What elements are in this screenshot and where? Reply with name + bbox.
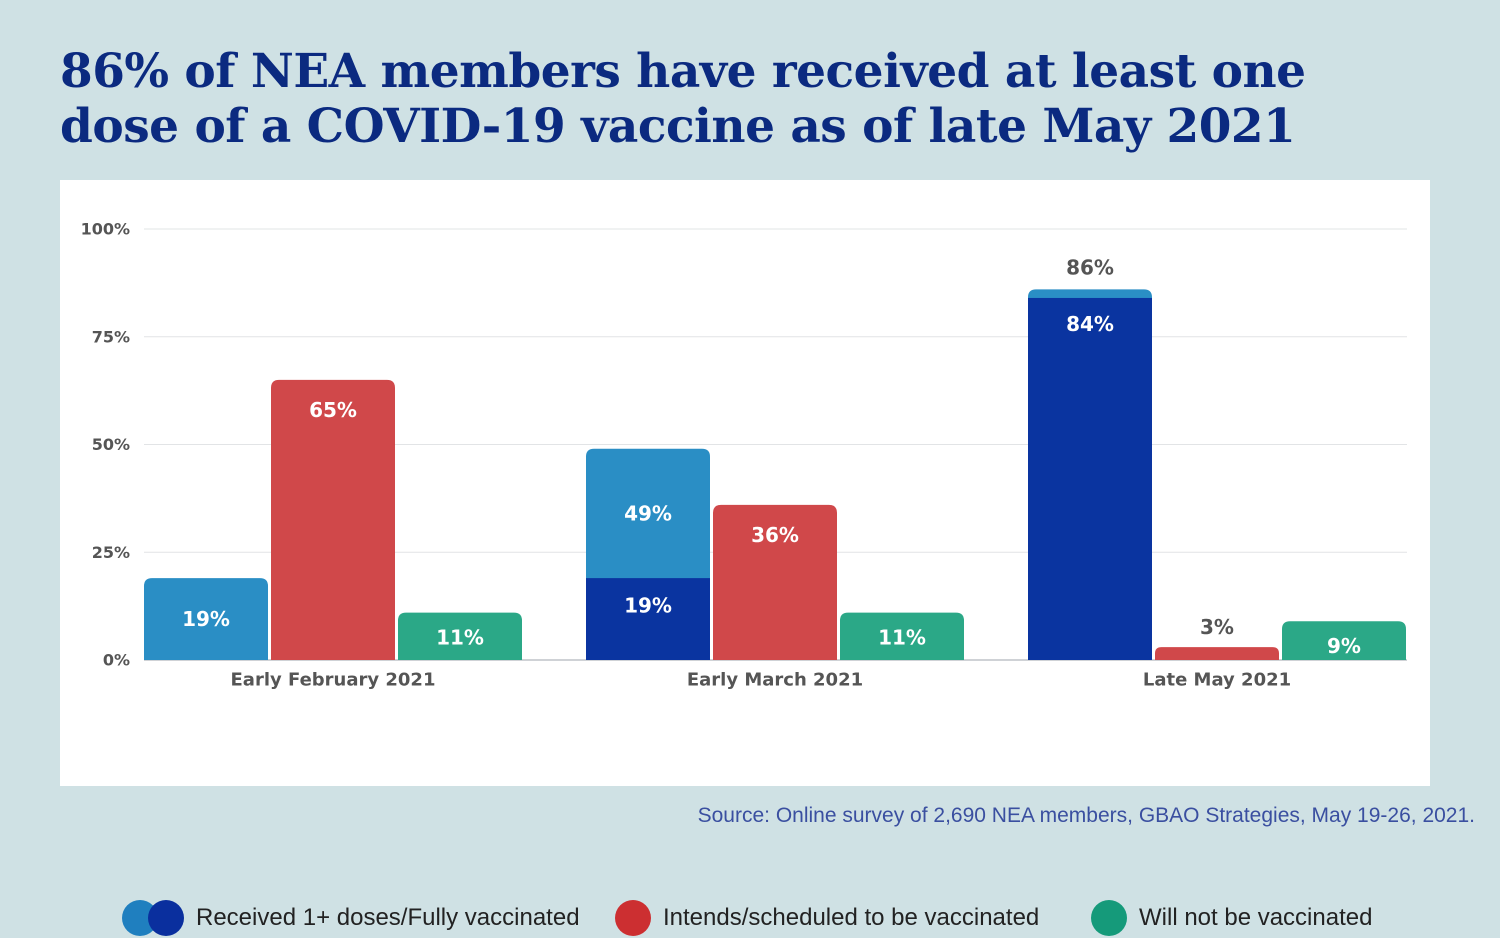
bar-will-not — [1282, 621, 1406, 660]
data-label-received: 49% — [624, 501, 672, 525]
data-label-fully-vaccinated: 84% — [1066, 312, 1114, 336]
legend-label-received: Received 1+ doses/Fully vaccinated — [196, 904, 580, 931]
legend-dot-fully-vaccinated — [148, 900, 184, 936]
data-label-intends: 36% — [751, 523, 799, 547]
bar-chart: 0%25%50%75%100%19%65%11%Early February 2… — [81, 220, 1407, 691]
y-tick-label: 0% — [103, 651, 130, 670]
bar-will-not — [840, 612, 964, 660]
y-tick-label: 50% — [92, 435, 130, 454]
bar-will-not — [398, 612, 522, 660]
y-tick-label: 25% — [92, 543, 130, 562]
x-category-label: Late May 2021 — [1143, 670, 1291, 691]
source-note: Source: Online survey of 2,690 NEA membe… — [697, 804, 1475, 827]
bar-fully-vaccinated — [586, 578, 710, 660]
bar-fully-vaccinated — [1028, 297, 1152, 660]
data-label-will-not: 11% — [436, 626, 484, 650]
bar-intends — [713, 504, 837, 660]
data-label-fully-vaccinated: 19% — [624, 593, 672, 617]
legend-label-will-not: Will not be vaccinated — [1139, 904, 1373, 931]
legend-item-intends: Intends/scheduled to be vaccinated — [615, 898, 1039, 938]
legend-dot-intends — [615, 900, 651, 936]
bar-received — [144, 578, 268, 660]
bar-intends — [1155, 647, 1279, 660]
bar-intends — [271, 379, 395, 660]
data-label-received: 19% — [182, 607, 230, 631]
chart-panel: 0% 25% 50% 75% 100% 19% 65% 11% Early February 2… — [60, 180, 1430, 936]
y-tick-label: 100% — [81, 220, 130, 239]
data-label-intends: 65% — [309, 398, 357, 422]
title-line-2: dose of a COVID-19 vaccine as of late Ma… — [60, 99, 1296, 154]
legend-item-received: Received 1+ doses/Fully vaccinated — [122, 898, 580, 938]
data-label-received: 86% — [1066, 255, 1114, 279]
title-line-1: 86% of NEA members have received at leas… — [60, 44, 1306, 99]
x-category-label: Early March 2021 — [687, 670, 863, 691]
legend-label-intends: Intends/scheduled to be vaccinated — [663, 904, 1040, 931]
legend-dot-will-not — [1091, 900, 1127, 936]
legend-item-will-not: Will not be vaccinated — [1091, 898, 1372, 938]
data-label-will-not: 11% — [878, 626, 926, 650]
data-label-will-not: 9% — [1327, 634, 1361, 658]
y-tick-label: 75% — [92, 327, 130, 346]
legend-swatch-received — [122, 900, 184, 936]
data-label-intends: 3% — [1200, 615, 1234, 639]
chart-title: 86% of NEA members have received at leas… — [60, 44, 1460, 154]
x-category-label: Early February 2021 — [231, 670, 436, 691]
